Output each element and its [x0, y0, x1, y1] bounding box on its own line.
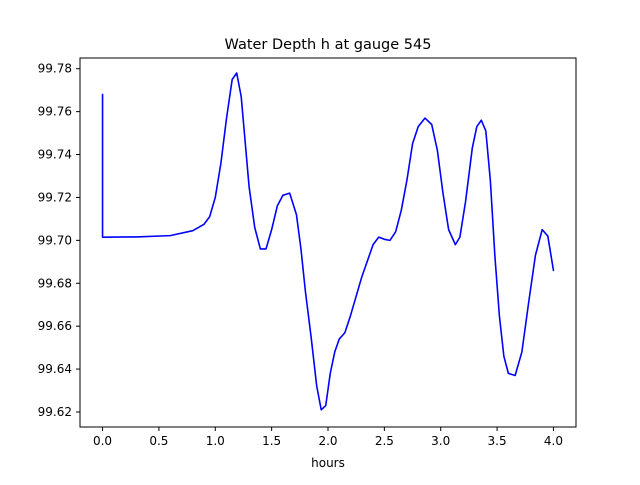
series-line-0 [101, 72, 555, 411]
data-layer [101, 72, 555, 411]
x-axis-label: hours [311, 456, 345, 470]
y-tick-label: 99.74 [38, 148, 72, 162]
x-tick-label: 4.0 [544, 434, 563, 448]
y-tick-label: 99.72 [38, 190, 72, 204]
y-tick-label: 99.64 [38, 362, 72, 376]
y-tick-label: 99.78 [38, 62, 72, 76]
x-tick-label: 0.0 [93, 434, 112, 448]
y-axis: 99.62 99.64 99.66 99.68 99.70 99.72 99.74 99.76… [38, 62, 80, 419]
x-tick-label: 2.5 [375, 434, 394, 448]
x-tick-label: 0.5 [149, 434, 168, 448]
y-tick-label: 99.68 [38, 276, 72, 290]
x-tick-label: 3.5 [488, 434, 507, 448]
x-tick-label: 2.0 [318, 434, 337, 448]
y-tick-label: 99.70 [38, 233, 72, 247]
y-tick-label: 99.62 [38, 405, 72, 419]
x-tick-label: 3.0 [431, 434, 450, 448]
x-axis: 0.0 0.5 1.0 1.5 2.0 2.5 3.0 3.5 4.0 [93, 427, 563, 448]
x-tick-label: 1.0 [206, 434, 225, 448]
y-tick-label: 99.76 [38, 105, 72, 119]
y-tick-label: 99.66 [38, 319, 72, 333]
x-tick-label: 1.5 [262, 434, 281, 448]
chart-title: Water Depth h at gauge 545 [225, 37, 432, 53]
